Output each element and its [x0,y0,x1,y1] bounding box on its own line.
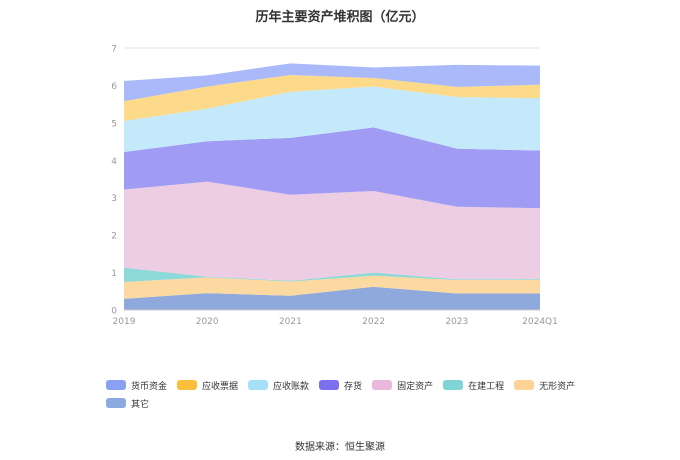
x-tick-label: 2023 [445,317,468,327]
legend-label: 应收票据 [202,381,239,392]
area-series [124,267,540,282]
legend-label: 固定资产 [397,381,434,392]
y-tick-label: 3 [111,194,117,204]
area-series [124,181,540,281]
legend-swatch [177,380,198,390]
x-tick-label: 2019 [113,317,136,327]
legend-label: 货币资金 [131,381,168,392]
area-series [124,286,540,310]
legend-swatch [248,380,269,390]
y-tick-label: 6 [111,82,117,92]
legend-label: 无形资产 [539,381,576,392]
x-tick-label: 2022 [362,317,385,327]
legend-item[interactable]: 其它 [106,396,149,410]
x-tick-label: 2024Q1 [522,317,558,327]
legend-label: 在建工程 [468,381,505,392]
y-tick-label: 1 [111,269,117,279]
x-tick-label: 2021 [279,317,302,327]
area-series [124,86,540,153]
legend-label: 存货 [344,381,363,392]
y-tick-label: 2 [111,232,117,242]
legend-item[interactable]: 固定资产 [372,378,433,392]
legend-item[interactable]: 无形资产 [514,378,575,392]
legend-item[interactable]: 在建工程 [443,378,504,392]
data-source-note: 数据来源：恒生聚源 [295,442,385,453]
legend-swatch [106,398,126,408]
legend-item[interactable]: 存货 [319,378,362,392]
area-series [124,127,540,209]
area-series [124,74,540,121]
x-tick-label: 2020 [196,317,219,327]
area-series [124,63,540,102]
legend-item[interactable]: 应收账款 [248,378,309,392]
legend-swatch [106,380,126,390]
legend-swatch [514,380,535,390]
y-tick-label: 4 [111,157,117,167]
legend-swatch [443,380,464,390]
y-tick-label: 5 [111,119,117,129]
legend-label: 其它 [131,399,150,410]
area-series [124,275,540,299]
legend-item[interactable]: 货币资金 [106,378,167,392]
legend-item[interactable]: 应收票据 [177,378,238,392]
y-tick-label: 0 [111,307,117,317]
chart-legend: 货币资金 应收票据 应收账款 存货 固定资产 在建工程 无形资产其它 [106,378,606,410]
y-tick-label: 7 [111,45,117,55]
legend-label: 应收账款 [273,381,310,392]
chart-title: 历年主要资产堆积图（亿元） [255,10,425,25]
legend-swatch [319,380,340,390]
legend-swatch [372,380,393,390]
